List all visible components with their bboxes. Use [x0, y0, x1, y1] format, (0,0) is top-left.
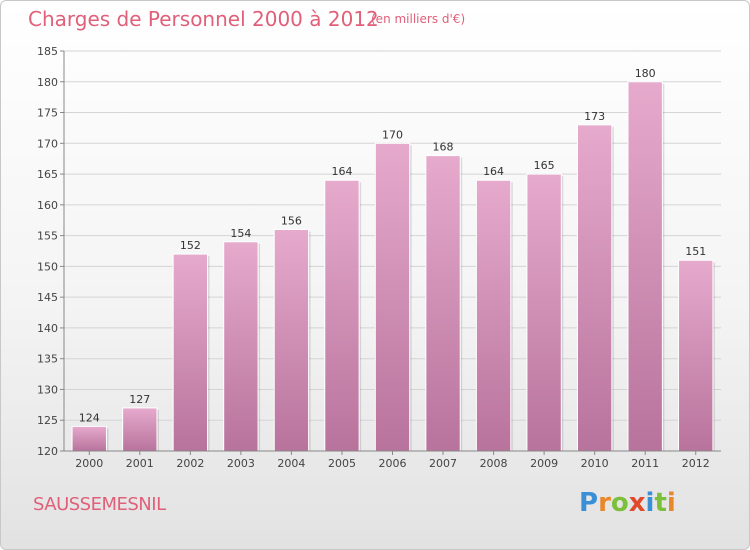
bar-2000: [71, 425, 107, 452]
y-tick-label: 160: [37, 199, 58, 212]
x-tick-label-2001: 2001: [126, 457, 154, 470]
y-tick-label: 185: [37, 45, 58, 58]
y-tick-label: 180: [37, 76, 58, 89]
data-label-2007: 168: [433, 141, 454, 154]
proxiti-logo: Proxiti: [579, 488, 676, 518]
logo-letter: o: [610, 488, 629, 518]
axes: 1201251301351401451501551601651701751801…: [37, 45, 721, 470]
x-tick-label-2008: 2008: [480, 457, 508, 470]
bar-2011: [627, 81, 663, 452]
x-tick-label-2005: 2005: [328, 457, 356, 470]
x-tick-label-2006: 2006: [379, 457, 407, 470]
data-label-2002: 152: [180, 239, 201, 252]
x-tick-label-2007: 2007: [429, 457, 457, 470]
y-tick-label: 170: [37, 137, 58, 150]
data-label-2006: 170: [382, 128, 403, 141]
data-label-2003: 154: [230, 227, 251, 240]
x-tick-label-2011: 2011: [631, 457, 659, 470]
bar-2012: [678, 259, 714, 452]
bar-2008: [475, 179, 512, 452]
y-tick-label: 120: [37, 445, 58, 458]
data-label-2004: 156: [281, 214, 302, 227]
y-tick-label: 175: [37, 107, 58, 120]
bars: 124 127 152 154 156 164 170 168 164 165 173 180 151: [71, 67, 715, 452]
y-tick-label: 145: [37, 291, 58, 304]
logo-letter: i: [666, 488, 676, 518]
data-label-2009: 165: [534, 159, 555, 172]
y-tick-label: 155: [37, 230, 58, 243]
bar-2002: [172, 253, 209, 452]
y-tick-label: 165: [37, 168, 58, 181]
data-label-2010: 173: [584, 110, 605, 123]
x-tick-label-2000: 2000: [75, 457, 103, 470]
logo-letter: P: [579, 488, 599, 518]
x-tick-label-2012: 2012: [682, 457, 710, 470]
bar-2003: [223, 241, 259, 452]
bar-2010: [576, 124, 613, 452]
x-tick-label-2003: 2003: [227, 457, 255, 470]
x-tick-label-2002: 2002: [176, 457, 204, 470]
data-label-2008: 164: [483, 165, 504, 178]
y-tick-label: 140: [37, 322, 58, 335]
x-tick-label-2009: 2009: [530, 457, 558, 470]
x-tick-label-2010: 2010: [581, 457, 609, 470]
y-tick-label: 135: [37, 353, 58, 366]
bar-2006: [374, 142, 411, 452]
bar-2001: [122, 407, 158, 452]
data-label-2012: 151: [685, 245, 706, 258]
bar-2007: [425, 155, 461, 452]
data-label-2011: 180: [635, 67, 656, 80]
place-name: SAUSSEMESNIL: [33, 494, 166, 515]
bar-2009: [526, 173, 562, 452]
y-tick-label: 150: [37, 260, 58, 273]
bar-2005: [324, 179, 360, 452]
logo-letter: t: [654, 488, 667, 518]
chart-unit-note: (en milliers d'€): [371, 12, 466, 26]
logo-letter: i: [645, 488, 655, 518]
y-tick-label: 125: [37, 414, 58, 427]
data-label-2005: 164: [331, 165, 352, 178]
logo-letter: x: [628, 488, 646, 518]
data-label-2001: 127: [129, 393, 150, 406]
y-tick-label: 130: [37, 383, 58, 396]
logo-letter: r: [598, 488, 611, 518]
x-tick-label-2004: 2004: [277, 457, 305, 470]
data-label-2000: 124: [79, 411, 100, 424]
chart-title: Charges de Personnel 2000 à 2012: [28, 7, 379, 31]
bar-2004: [273, 228, 310, 452]
